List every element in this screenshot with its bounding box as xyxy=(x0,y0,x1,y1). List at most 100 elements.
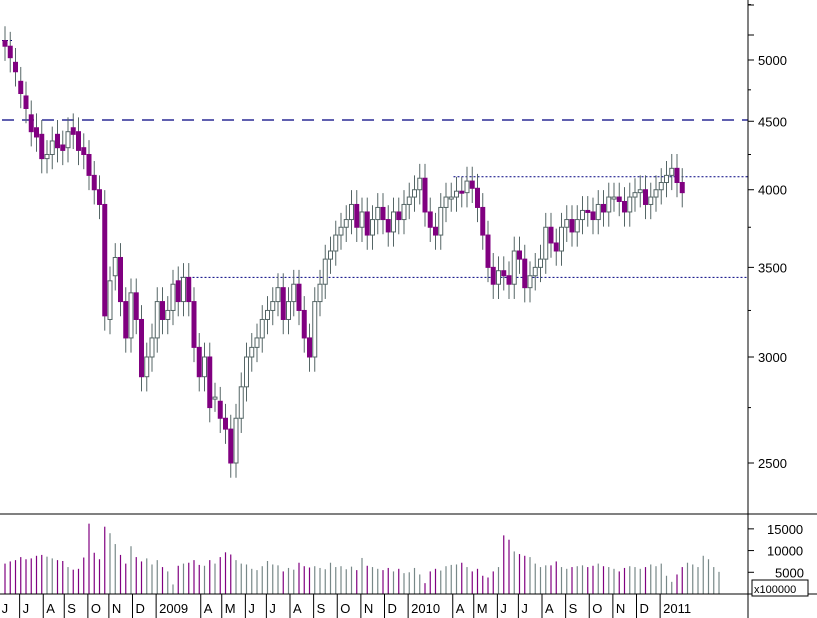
candle-body xyxy=(496,270,501,285)
candle-body xyxy=(139,318,144,378)
candle-body xyxy=(196,346,202,378)
candle-body xyxy=(349,203,354,221)
candle-body xyxy=(385,219,391,233)
month-label: J xyxy=(500,601,507,616)
candle-body xyxy=(34,127,39,138)
candle-body xyxy=(91,174,97,191)
month-label: A xyxy=(456,601,465,616)
candle-body xyxy=(454,190,459,198)
candle-body xyxy=(160,301,165,320)
month-label: N xyxy=(112,601,121,616)
candle-body xyxy=(112,256,118,277)
candle-body xyxy=(170,283,176,311)
candle-body xyxy=(28,114,34,133)
candle-body xyxy=(244,356,249,388)
candle-body xyxy=(223,417,228,430)
month-label: J xyxy=(269,601,276,616)
candle-body xyxy=(517,250,522,260)
candle-body xyxy=(233,417,239,464)
candle-body xyxy=(375,206,381,221)
candle-body xyxy=(181,276,186,303)
candle-body xyxy=(380,206,386,221)
candle-body xyxy=(396,211,402,221)
candle-body xyxy=(522,258,528,289)
candle-body xyxy=(191,301,197,348)
price-tick-label: 5000 xyxy=(758,53,787,68)
candle-body xyxy=(569,219,575,233)
price-tick-label: 3000 xyxy=(758,350,787,365)
candle-body xyxy=(448,196,454,200)
candle-body xyxy=(175,280,181,303)
candle-body xyxy=(648,196,654,205)
candle-body xyxy=(590,211,596,221)
candle-body xyxy=(469,180,475,189)
month-label: S xyxy=(569,601,578,616)
candle-body xyxy=(564,219,570,228)
candle-body xyxy=(664,174,669,184)
candle-body xyxy=(616,196,622,202)
volume-panel xyxy=(4,523,720,594)
candle-body xyxy=(275,287,281,303)
candle-body xyxy=(627,196,633,213)
price-tick-label: 3500 xyxy=(758,260,787,275)
candle-body xyxy=(165,309,171,320)
candle-body xyxy=(480,206,486,236)
month-label: M xyxy=(477,601,488,616)
candle-body xyxy=(328,250,333,260)
candle-body xyxy=(574,219,580,233)
candle-body xyxy=(133,292,139,320)
candle-body xyxy=(2,40,8,47)
candle-body xyxy=(338,226,344,236)
candle-body xyxy=(291,283,297,303)
candle-body xyxy=(359,211,365,228)
month-label: 2011 xyxy=(663,601,691,616)
candle-body xyxy=(417,177,423,191)
candle-body xyxy=(23,95,29,109)
month-label: N xyxy=(364,601,373,616)
month-label: S xyxy=(67,601,76,616)
candle-body xyxy=(70,127,76,135)
candle-body xyxy=(364,211,370,236)
candle-body xyxy=(658,182,664,191)
candle-body xyxy=(370,219,375,236)
candle-body xyxy=(490,266,496,285)
candle-body xyxy=(217,400,223,419)
candle-body xyxy=(76,131,81,151)
month-label: O xyxy=(91,601,101,616)
candle-body xyxy=(527,275,533,289)
month-label: D xyxy=(640,601,649,616)
candle-body xyxy=(107,280,113,320)
candle-body xyxy=(622,200,627,213)
volume-unit-box xyxy=(751,579,809,597)
month-label: J xyxy=(2,601,9,616)
candle-body xyxy=(464,180,470,194)
price-panel xyxy=(2,26,748,478)
candle-body xyxy=(39,133,45,160)
candle-body xyxy=(128,292,134,339)
candle-body xyxy=(44,153,50,160)
candle-body xyxy=(406,196,412,205)
month-label: S xyxy=(317,601,326,616)
month-label: A xyxy=(204,601,213,616)
candle-body xyxy=(543,226,549,260)
candle-body xyxy=(13,61,18,73)
candle-body xyxy=(228,428,234,464)
month-label: O xyxy=(340,601,350,616)
candle-body xyxy=(632,192,638,198)
candle-body xyxy=(674,167,680,184)
candle-body xyxy=(438,206,444,236)
candle-body xyxy=(601,203,606,213)
candle-body xyxy=(186,276,192,303)
candle-body xyxy=(259,318,265,339)
candle-body xyxy=(559,226,564,252)
month-label: A xyxy=(293,601,302,616)
candle-body xyxy=(55,133,60,149)
candle-body xyxy=(580,209,585,221)
month-label: M xyxy=(225,601,236,616)
volume-unit-label: x100000 xyxy=(754,584,796,596)
candle-body xyxy=(123,301,129,339)
candle-body xyxy=(307,337,312,358)
candle-body xyxy=(249,346,255,358)
candle-body xyxy=(511,250,517,285)
